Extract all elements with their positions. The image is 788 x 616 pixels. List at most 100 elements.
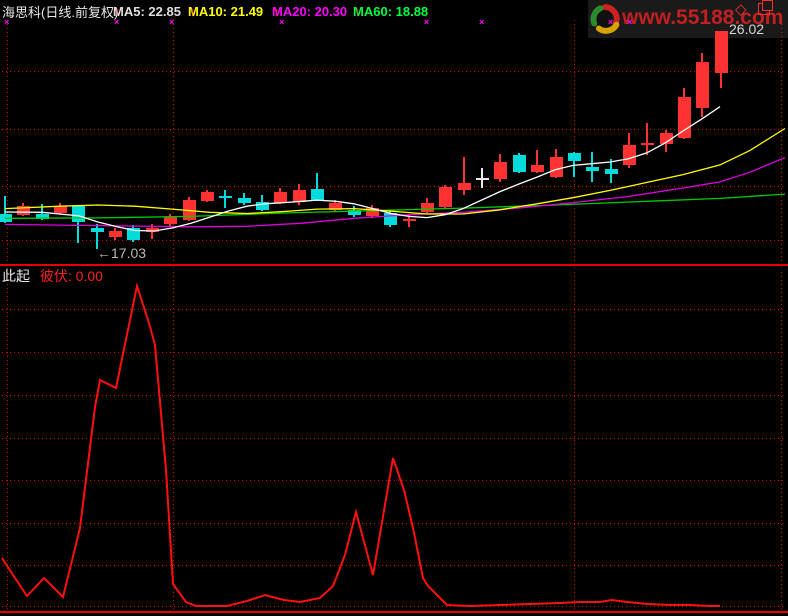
magenta-x-marker: × <box>627 17 633 27</box>
candle-wick <box>224 189 226 208</box>
gridline-h <box>2 480 786 481</box>
candle-wick <box>463 156 465 196</box>
candle-body <box>494 162 507 179</box>
candle-body <box>403 219 416 222</box>
candle-body <box>329 203 342 210</box>
gridline-h <box>2 438 786 439</box>
gridline-h <box>2 309 786 310</box>
magenta-x-marker: × <box>608 17 614 27</box>
candle-body <box>696 62 709 108</box>
candle-body <box>256 201 269 210</box>
bottom-border-line <box>0 611 788 613</box>
high-price-annotation: 26.02 <box>729 21 765 37</box>
candle-body <box>568 153 581 162</box>
candle-body <box>238 197 251 204</box>
gridline-h <box>2 186 786 187</box>
gridline-h <box>2 71 786 72</box>
restore-window-icon[interactable] <box>758 0 773 15</box>
sub-indicator-name: 此起 <box>2 268 30 284</box>
gridline-h <box>2 352 786 353</box>
candle-body <box>146 228 159 232</box>
indicator-line <box>1 282 720 608</box>
candle-body <box>293 189 306 202</box>
candle-wick <box>316 172 318 201</box>
candle-body <box>36 213 49 220</box>
candle-body <box>660 132 673 145</box>
candle-body <box>17 205 30 215</box>
candle-body <box>641 142 654 145</box>
candle-wick <box>96 223 98 249</box>
gridline-v <box>574 20 575 612</box>
ma5-line <box>4 106 721 232</box>
candle-body <box>476 178 489 181</box>
gridline-h <box>2 129 786 130</box>
candle-wick <box>646 122 648 155</box>
candle-body <box>54 205 67 213</box>
up-arrow-icon: ↑ <box>189 4 196 19</box>
candle-body <box>623 145 636 165</box>
candle-body <box>91 228 104 232</box>
candle-wick <box>77 204 79 243</box>
magenta-x-marker: × <box>4 17 10 27</box>
up-arrow-icon: ↑ <box>354 4 361 19</box>
symbol-title: 海思科(日线.前复权) <box>2 5 119 20</box>
candle-body <box>109 230 122 238</box>
sub-indicator-label: 此起 彼伏: 0.00 <box>2 266 103 286</box>
candle-wick <box>573 152 575 178</box>
candle-body <box>439 187 452 207</box>
candle-body <box>550 156 563 178</box>
ma20-line <box>4 157 786 228</box>
magenta-x-marker: × <box>114 17 120 27</box>
candle-body <box>164 216 177 224</box>
sub-indicator-panel[interactable] <box>0 266 788 611</box>
candle-body <box>421 203 434 212</box>
magenta-x-marker: × <box>479 17 485 27</box>
gridline-h <box>2 565 786 566</box>
candle-body <box>219 196 232 198</box>
gridline-h <box>2 395 786 396</box>
watermark-text: www.55188.com <box>622 6 784 29</box>
main-chart-panel[interactable] <box>0 20 788 264</box>
gridline-v <box>173 20 174 612</box>
magenta-x-marker: × <box>169 17 175 27</box>
low-price-annotation: ←17.03 <box>97 245 147 261</box>
up-arrow-icon: ↑ <box>114 4 121 19</box>
gridline-h <box>2 606 786 607</box>
candle-body <box>348 209 361 215</box>
sub-indicator-value: 彼伏: 0.00 <box>39 268 103 284</box>
up-arrow-icon: ↑ <box>273 4 280 19</box>
candle-body <box>458 182 471 190</box>
diamond-icon[interactable]: ◇ <box>735 1 747 18</box>
candle-body <box>311 188 324 200</box>
candle-body <box>531 164 544 172</box>
candle-body <box>384 212 397 225</box>
gridline-h <box>2 523 786 524</box>
magenta-x-marker: × <box>424 17 430 27</box>
candle-body <box>715 30 728 73</box>
header-bar: 海思科(日线.前复权) MA5: 22.85 ↑ MA10: 21.49 ↑ MA2… <box>2 4 429 20</box>
gridline-v <box>781 20 782 612</box>
candle-body <box>274 191 287 204</box>
candle-wick <box>536 149 538 173</box>
candle-body <box>605 169 618 174</box>
candle-body <box>586 166 599 171</box>
watermark-panel: www.55188.com ◇ <box>588 0 788 38</box>
gridline-h <box>2 240 786 241</box>
candle-body <box>366 207 379 216</box>
ma10-line <box>4 127 786 215</box>
magenta-x-marker: × <box>279 17 285 27</box>
candle-body <box>513 154 526 172</box>
panel-divider-line <box>0 264 788 266</box>
candle-wick <box>4 196 6 223</box>
candle-wick <box>481 167 483 188</box>
candle-body <box>127 228 140 240</box>
gridline-v <box>7 20 8 612</box>
ma60-line <box>4 193 786 219</box>
pinwheel-logo-icon <box>590 4 620 34</box>
candle-body <box>201 191 214 201</box>
